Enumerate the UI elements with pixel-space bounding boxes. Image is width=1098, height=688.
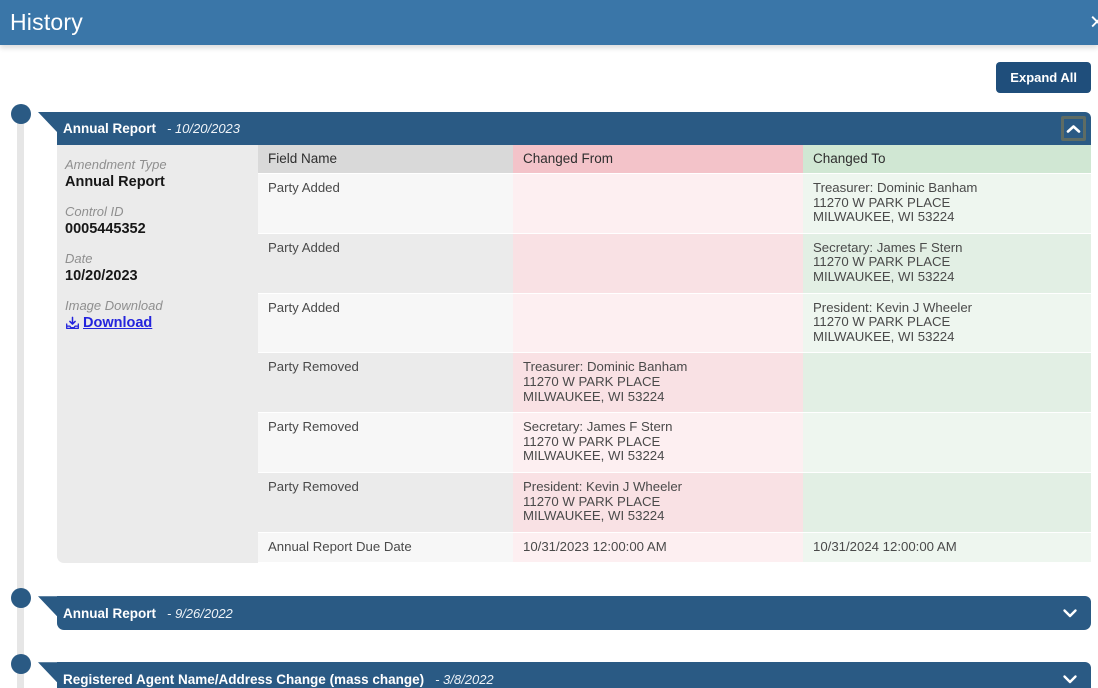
chevron-down-icon[interactable] (1062, 674, 1078, 685)
history-entry: Annual Report - 9/26/2022 (0, 588, 1091, 631)
cell-field: Party Added (258, 293, 513, 354)
timeline-dot (11, 588, 31, 609)
accordion-title: Annual Report (63, 605, 156, 621)
table-row: Party Added Treasurer: Dominic Banham 112… (258, 174, 1091, 234)
accordion-date: - 9/26/2022 (167, 605, 233, 621)
download-link[interactable]: Download (83, 315, 153, 331)
timeline-line (17, 108, 24, 688)
accordion-date: - 3/8/2022 (435, 671, 494, 687)
table-row: Party Removed President: Kevin J Wheeler … (258, 472, 1091, 533)
modal-content: Expand All Annual Report - 10/20/2023 Am… (0, 45, 1098, 688)
cell-field: Party Removed (258, 413, 513, 473)
change-table: Field Name Changed From Changed To Party… (258, 145, 1091, 564)
modal-header: History ✕ (0, 0, 1098, 45)
accordion-header-registered-agent-change[interactable]: Registered Agent Name/Address Change (ma… (57, 662, 1091, 688)
column-header-changed-to: Changed To (803, 145, 1091, 174)
cell-field: Party Added (258, 174, 513, 234)
accordion-title: Registered Agent Name/Address Change (ma… (63, 671, 425, 687)
column-header-field-name: Field Name (258, 145, 513, 174)
collapse-toggle-button[interactable] (1061, 116, 1086, 141)
amendment-type-value: Annual Report (65, 174, 165, 190)
date-value: 10/20/2023 (65, 268, 138, 284)
download-icon (65, 316, 80, 331)
page-title: History (10, 9, 83, 35)
cell-to: President: Kevin J Wheeler 11270 W PARK … (803, 293, 1091, 354)
cell-to (803, 413, 1091, 473)
cell-to (803, 353, 1091, 414)
control-id-label: Control ID (65, 204, 124, 219)
cell-field: Party Removed (258, 353, 513, 414)
cell-from (513, 174, 803, 234)
cell-field: Party Added (258, 233, 513, 294)
amendment-details-panel: Amendment Type Annual Report Control ID … (57, 145, 258, 564)
cell-from (513, 293, 803, 354)
cell-from: Treasurer: Dominic Banham 11270 W PARK P… (513, 353, 803, 414)
history-entry: Annual Report - 10/20/2023 Amendment Typ… (0, 104, 1091, 564)
timeline-dot (11, 104, 31, 124)
image-download-label: Image Download (65, 298, 163, 313)
accordion-header-annual-report-2022[interactable]: Annual Report - 9/26/2022 (57, 596, 1091, 631)
change-table-body: Party Added Treasurer: Dominic Banham 112… (258, 174, 1091, 564)
cell-from: 10/31/2023 12:00:00 AM (513, 532, 803, 564)
cell-field: Annual Report Due Date (258, 532, 513, 564)
chevron-up-icon (1066, 124, 1081, 134)
cell-from: President: Kevin J Wheeler 11270 W PARK … (513, 472, 803, 533)
toolbar: Expand All (0, 62, 1091, 93)
table-row: Party Removed Treasurer: Dominic Banham 1… (258, 353, 1091, 414)
entry-detail-body: Amendment Type Annual Report Control ID … (57, 145, 1091, 564)
cell-field: Party Removed (258, 472, 513, 533)
cell-to: 10/31/2024 12:00:00 AM (803, 532, 1091, 564)
cell-from: Secretary: James F Stern 11270 W PARK PL… (513, 413, 803, 473)
cell-to: Treasurer: Dominic Banham 11270 W PARK P… (803, 174, 1091, 234)
cell-to: Secretary: James F Stern 11270 W PARK PL… (803, 233, 1091, 294)
chevron-down-icon[interactable] (1062, 608, 1078, 619)
table-row: Party Added Secretary: James F Stern 1127… (258, 233, 1091, 294)
date-label: Date (65, 251, 93, 266)
amendment-type-label: Amendment Type (65, 157, 167, 172)
control-id-value: 0005445352 (65, 221, 146, 237)
table-row: Annual Report Due Date 10/31/2023 12:00:0… (258, 532, 1091, 564)
history-timeline: Annual Report - 10/20/2023 Amendment Typ… (0, 104, 1098, 688)
expand-all-button[interactable]: Expand All (996, 62, 1091, 93)
column-header-changed-from: Changed From (513, 145, 803, 174)
history-entry: Registered Agent Name/Address Change (ma… (0, 654, 1091, 688)
table-row: Party Added President: Kevin J Wheeler 11… (258, 293, 1091, 354)
accordion-title: Annual Report (63, 121, 156, 136)
accordion-date: - 10/20/2023 (167, 121, 241, 136)
cell-from (513, 233, 803, 294)
timeline-dot (11, 654, 31, 675)
change-table-header: Field Name Changed From Changed To (258, 145, 1091, 174)
table-row: Party Removed Secretary: James F Stern 11… (258, 413, 1091, 473)
accordion-header-annual-report-2023[interactable]: Annual Report - 10/20/2023 (57, 112, 1091, 145)
close-icon[interactable]: ✕ (1089, 12, 1098, 33)
cell-to (803, 472, 1091, 533)
